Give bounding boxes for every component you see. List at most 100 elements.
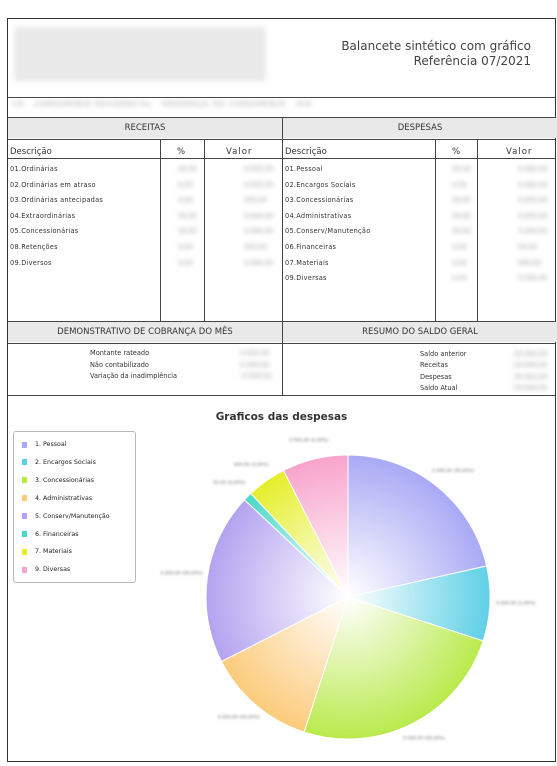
- legend-item: 4. Administrativas: [22, 495, 92, 502]
- saldo-label: Receitas: [420, 361, 448, 370]
- legend-item: 2. Encargos Sociais: [22, 459, 96, 466]
- legend-label: 1. Pessoal: [35, 441, 67, 448]
- legend-item: 9. Diversas: [22, 566, 70, 573]
- despesa-label: 05.Conserv/Manutenção: [285, 227, 371, 236]
- receita-percent: 0,00: [178, 180, 193, 189]
- legend-swatch: [22, 495, 27, 502]
- slice-label: 0.000,00 (0,00%): [289, 437, 329, 443]
- legend-item: 1. Pessoal: [22, 441, 66, 448]
- company-logo: [14, 27, 266, 81]
- divider: [8, 343, 555, 344]
- despesa-label: 07.Materiais: [285, 258, 329, 267]
- despesa-value: 0.000,00: [518, 227, 548, 236]
- legend-label: 9. Diversas: [35, 566, 71, 574]
- saldo-label: Saldo Atual: [420, 383, 458, 392]
- saldo-value: 00.000,00: [514, 361, 548, 370]
- legend-label: 7. Materiais: [35, 548, 72, 556]
- pie-slice: [303, 596, 484, 740]
- chart-legend: 1. Pessoal 2. Encargos Sociais 3. Concessi…: [13, 431, 136, 583]
- legend-swatch: [22, 566, 27, 573]
- cobranca-label: Não contabilizado: [90, 360, 149, 369]
- divider: [8, 117, 555, 118]
- despesas-col-pct: %: [452, 147, 461, 157]
- pie-chart: 0.000,00 (00,00%) 0.000,00 (0,00%) 0.000,0…: [161, 437, 536, 742]
- report-title-block: Balancete sintético com gráfico Referênc…: [341, 39, 531, 69]
- despesa-value: 0.000,00: [518, 165, 548, 173]
- slice-label: 0.000,00 (00,00%): [403, 736, 445, 742]
- saldo-header: RESUMO DO SALDO GERAL: [283, 322, 557, 342]
- pie-slice: [205, 499, 349, 663]
- despesa-label: 06.Financeiras: [285, 243, 337, 251]
- despesa-label: 09.Diversas: [285, 274, 327, 283]
- receita-percent: 00,00: [178, 211, 197, 220]
- cobranca-label: Montante rateado: [90, 349, 150, 357]
- receita-percent: 0,00: [178, 196, 193, 205]
- slice-label: 00,00 (0,00%): [213, 480, 245, 486]
- despesa-percent: 00,00: [452, 165, 471, 173]
- receita-percent: 0,00: [178, 258, 193, 267]
- slice-label: 0.000,00 (00,00%): [218, 715, 260, 721]
- receita-label: 03.Ordinárias antecipadas: [10, 196, 104, 205]
- receita-value: 0.000,00: [244, 258, 274, 267]
- legend-swatch: [22, 477, 27, 484]
- receita-value: 000,00: [244, 243, 268, 251]
- despesas-col-desc: Descrição: [285, 147, 327, 157]
- slice-label: 0.000,00 (0,00%): [496, 601, 536, 607]
- despesa-percent: 00,00: [452, 211, 471, 220]
- pie-slice: [220, 596, 349, 733]
- despesa-label: 01.Pessoal: [285, 165, 323, 173]
- cobranca-label: Variação da inadimplência: [90, 372, 177, 380]
- despesa-percent: 00,00: [452, 227, 471, 236]
- legend-item: 6. Financeiras: [22, 531, 79, 538]
- slice-label: 0.000,00 (00,00%): [432, 468, 474, 474]
- column-divider: [282, 321, 283, 395]
- slice-label: 0.000,00 (00,00%): [161, 570, 203, 576]
- report-title: Balancete sintético com gráfico: [341, 39, 531, 53]
- legend-swatch: [22, 548, 27, 555]
- legend-swatch: [22, 459, 27, 466]
- legend-swatch: [22, 441, 27, 448]
- receita-value: 0.000,00: [244, 165, 274, 173]
- despesa-label: 03.Concessionárias: [285, 196, 354, 205]
- receita-value: 0.000,00: [244, 180, 274, 189]
- receita-label: 08.Retenções: [10, 243, 58, 251]
- despesa-value: 0.000,00: [518, 196, 548, 205]
- column-divider: [282, 117, 283, 321]
- receita-percent: 0,00: [178, 243, 193, 251]
- despesa-percent: 0,00: [452, 258, 467, 267]
- receita-label: 02.Ordinárias em atraso: [10, 180, 96, 189]
- cobranca-header: DEMONSTRATIVO DE COBRANÇA DO MÊS: [8, 322, 282, 342]
- balancete-sheet: Balancete sintético com gráfico Referênc…: [7, 18, 557, 762]
- divider: [8, 158, 555, 159]
- receita-label: 01.Ordinárias: [10, 165, 58, 173]
- legend-swatch: [22, 513, 27, 520]
- column-divider: [435, 139, 436, 321]
- despesa-value: 0.000,00: [518, 180, 548, 189]
- saldo-label: Saldo anterior: [420, 350, 467, 358]
- receitas-col-pct: %: [177, 147, 186, 157]
- pie-slice: [347, 454, 488, 598]
- column-divider: [160, 139, 161, 321]
- cobranca-value: 0.000,00: [240, 360, 270, 369]
- legend-item: 7. Materiais: [22, 548, 72, 555]
- receitas-header: RECEITAS: [8, 118, 282, 138]
- cobranca-value: -0.000,00: [240, 372, 272, 380]
- saldo-value: 00.000,00: [514, 350, 548, 358]
- saldo-value: 00.000,00: [514, 372, 548, 381]
- condominium-name: CO - CONDOMÍNIO RESIDENCIAL · ENDEREÇO D…: [12, 100, 313, 108]
- receita-percent: 00,00: [178, 227, 197, 236]
- despesa-value: 0.000,00: [518, 211, 548, 220]
- despesa-percent: 0,00: [452, 180, 467, 189]
- despesas-header: DESPESAS: [283, 118, 557, 138]
- saldo-label: Despesas: [420, 372, 452, 381]
- receita-value: 000,00: [244, 196, 268, 205]
- despesas-col-val: Valor: [506, 147, 533, 157]
- divider: [8, 395, 555, 396]
- divider: [8, 97, 555, 98]
- receita-value: 0.000,00: [244, 211, 274, 220]
- despesa-percent: 0,00: [452, 243, 467, 251]
- divider: [8, 321, 555, 322]
- receitas-col-val: Valor: [226, 147, 253, 157]
- receita-label: 05.Concessionárias: [10, 227, 79, 236]
- legend-swatch: [22, 531, 27, 537]
